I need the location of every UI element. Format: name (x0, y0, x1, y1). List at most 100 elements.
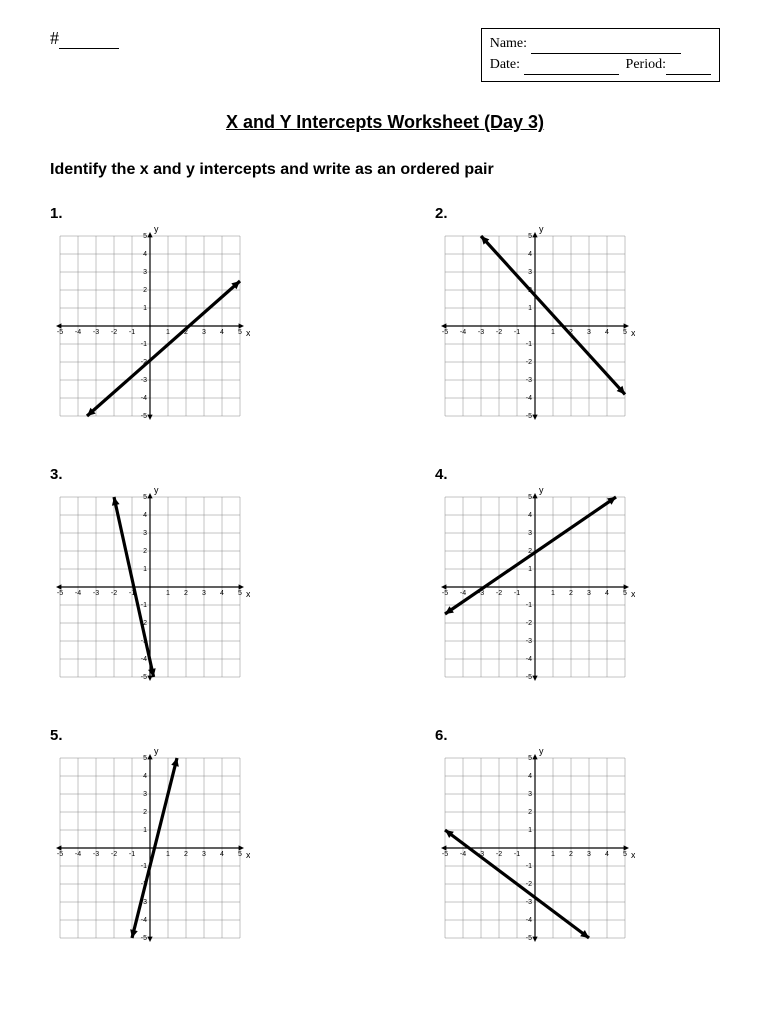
svg-text:2: 2 (184, 851, 188, 858)
worksheet-title: X and Y Intercepts Worksheet (Day 3) (50, 112, 720, 133)
svg-text:5: 5 (528, 494, 532, 501)
svg-text:5: 5 (623, 590, 627, 597)
svg-text:5: 5 (143, 233, 147, 240)
svg-text:4: 4 (220, 329, 224, 336)
svg-text:-1: -1 (514, 590, 520, 597)
svg-text:5: 5 (238, 590, 242, 597)
svg-text:y: y (154, 487, 159, 495)
svg-text:2: 2 (528, 809, 532, 816)
svg-text:5: 5 (528, 233, 532, 240)
svg-text:4: 4 (528, 512, 532, 519)
svg-text:1: 1 (143, 827, 147, 834)
svg-text:3: 3 (587, 329, 591, 336)
svg-text:3: 3 (143, 530, 147, 537)
svg-text:-1: -1 (141, 341, 147, 348)
svg-text:-1: -1 (514, 329, 520, 336)
svg-text:2: 2 (569, 851, 573, 858)
coordinate-graph: -5-5-4-4-3-3-2-2-1-11122334455xy (435, 748, 635, 948)
problem-number: 4. (435, 466, 720, 483)
svg-text:4: 4 (605, 329, 609, 336)
svg-text:-5: -5 (526, 413, 532, 420)
svg-text:-3: -3 (526, 377, 532, 384)
problems-grid: 1.-5-5-4-4-3-3-2-2-1-11122334455xy2.-5-5… (50, 205, 720, 948)
number-field: # (50, 28, 119, 49)
svg-text:1: 1 (551, 329, 555, 336)
instruction-text: Identify the x and y intercepts and writ… (50, 161, 720, 179)
svg-text:1: 1 (528, 566, 532, 573)
date-blank[interactable] (524, 74, 619, 75)
svg-text:2: 2 (143, 287, 147, 294)
svg-text:-1: -1 (526, 863, 532, 870)
period-label: Period: (626, 57, 666, 72)
svg-text:-4: -4 (141, 917, 147, 924)
svg-text:3: 3 (143, 269, 147, 276)
svg-text:-4: -4 (75, 590, 81, 597)
svg-text:-2: -2 (496, 329, 502, 336)
period-blank[interactable] (666, 74, 711, 75)
svg-text:2: 2 (184, 590, 188, 597)
svg-text:-4: -4 (141, 395, 147, 402)
svg-text:-5: -5 (141, 674, 147, 681)
svg-text:3: 3 (587, 590, 591, 597)
svg-text:y: y (539, 226, 544, 234)
svg-text:-2: -2 (526, 359, 532, 366)
svg-text:4: 4 (143, 773, 147, 780)
svg-text:3: 3 (528, 530, 532, 537)
svg-text:1: 1 (143, 566, 147, 573)
svg-text:-2: -2 (111, 590, 117, 597)
svg-text:-4: -4 (526, 395, 532, 402)
coordinate-graph: -5-5-4-4-3-3-2-2-1-11122334455xy (435, 487, 635, 687)
svg-text:-3: -3 (93, 851, 99, 858)
svg-text:-2: -2 (496, 851, 502, 858)
svg-text:-1: -1 (514, 851, 520, 858)
svg-text:-1: -1 (141, 602, 147, 609)
svg-text:3: 3 (202, 590, 206, 597)
problem: 3.-5-5-4-4-3-3-2-2-1-11122334455xy (50, 466, 335, 687)
svg-text:3: 3 (528, 269, 532, 276)
svg-text:-4: -4 (141, 656, 147, 663)
svg-text:-2: -2 (496, 590, 502, 597)
svg-text:-5: -5 (442, 590, 448, 597)
svg-text:-5: -5 (141, 935, 147, 942)
svg-text:-5: -5 (57, 329, 63, 336)
svg-text:x: x (631, 328, 635, 338)
svg-text:-2: -2 (111, 329, 117, 336)
problem: 4.-5-5-4-4-3-3-2-2-1-11122334455xy (435, 466, 720, 687)
svg-text:x: x (631, 850, 635, 860)
svg-text:-4: -4 (460, 851, 466, 858)
svg-text:-1: -1 (526, 602, 532, 609)
svg-text:5: 5 (623, 329, 627, 336)
svg-text:3: 3 (202, 851, 206, 858)
svg-text:-3: -3 (526, 899, 532, 906)
svg-text:-4: -4 (460, 590, 466, 597)
svg-text:4: 4 (220, 590, 224, 597)
problem-number: 3. (50, 466, 335, 483)
svg-text:-5: -5 (526, 935, 532, 942)
svg-text:2: 2 (143, 809, 147, 816)
svg-text:3: 3 (587, 851, 591, 858)
svg-text:5: 5 (143, 755, 147, 762)
problem: 6.-5-5-4-4-3-3-2-2-1-11122334455xy (435, 727, 720, 948)
svg-text:1: 1 (166, 590, 170, 597)
svg-text:-4: -4 (75, 329, 81, 336)
number-prefix: # (50, 28, 59, 48)
problem: 2.-5-5-4-4-3-3-2-2-1-11122334455xy (435, 205, 720, 426)
svg-text:4: 4 (143, 251, 147, 258)
coordinate-graph: -5-5-4-4-3-3-2-2-1-11122334455xy (435, 226, 635, 426)
svg-text:y: y (154, 748, 159, 756)
coordinate-graph: -5-5-4-4-3-3-2-2-1-11122334455xy (50, 487, 250, 687)
svg-text:-5: -5 (442, 329, 448, 336)
svg-text:-4: -4 (526, 917, 532, 924)
svg-text:-1: -1 (129, 851, 135, 858)
svg-text:-2: -2 (526, 620, 532, 627)
svg-text:x: x (631, 589, 635, 599)
svg-text:-4: -4 (526, 656, 532, 663)
svg-text:5: 5 (143, 494, 147, 501)
svg-text:2: 2 (143, 548, 147, 555)
number-blank[interactable] (59, 48, 119, 49)
problem-number: 6. (435, 727, 720, 744)
header-row: # Name: Date: Period: (50, 28, 720, 82)
svg-text:4: 4 (220, 851, 224, 858)
svg-text:4: 4 (528, 773, 532, 780)
svg-text:y: y (154, 226, 159, 234)
